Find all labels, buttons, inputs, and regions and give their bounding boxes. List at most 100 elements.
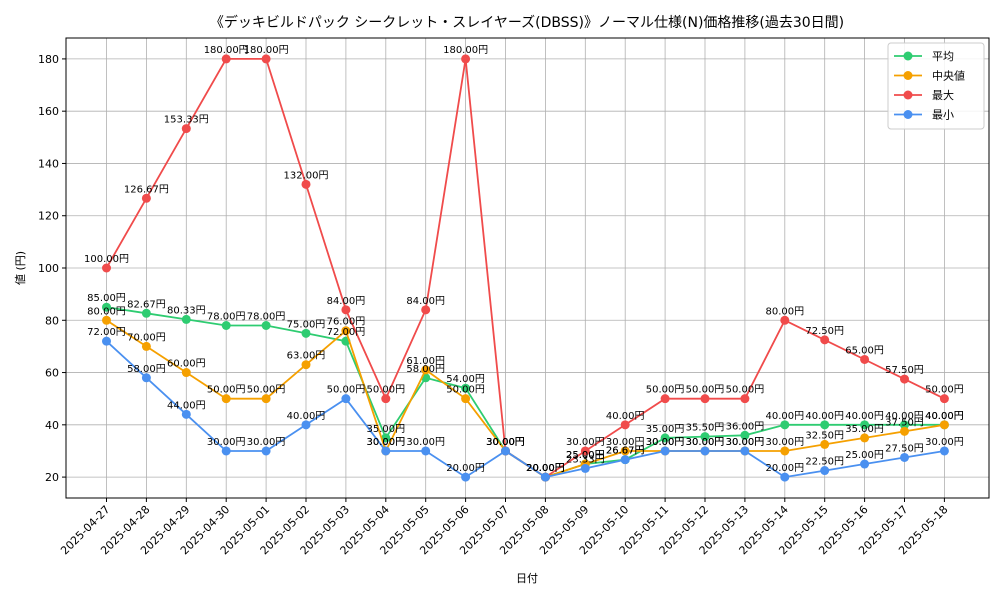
series-line [106, 319, 945, 479]
data-label: 20.00円 [526, 463, 565, 474]
data-label: 44.00円 [167, 400, 206, 411]
data-point [740, 430, 750, 440]
y-tick-label: 20 [45, 471, 59, 484]
data-label: 57.50円 [885, 365, 924, 376]
data-point [301, 179, 311, 189]
data-point [900, 374, 909, 384]
data-point [421, 305, 431, 315]
data-point [780, 315, 790, 325]
legend-item: 最大 [894, 88, 954, 102]
data-label: 50.00円 [686, 385, 725, 396]
legend-label: 最大 [932, 88, 954, 102]
data-label: 40.00円 [925, 411, 964, 422]
legend-swatch-marker [903, 71, 913, 80]
y-tick-label: 160 [38, 105, 59, 118]
y-tick-label: 180 [38, 53, 59, 66]
data-label: 40.00円 [925, 411, 964, 422]
data-label: 100.00円 [84, 254, 129, 265]
data-label: 126.67円 [124, 184, 169, 195]
data-point [620, 455, 630, 465]
data-point [620, 420, 630, 430]
data-point [221, 54, 231, 64]
data-label: 35.50円 [686, 423, 725, 434]
data-point [740, 394, 750, 404]
data-label: 37.50円 [885, 417, 924, 428]
legend-item: 中央値 [894, 70, 965, 83]
data-label: 50.00円 [207, 385, 246, 396]
data-label: 26.67円 [606, 446, 645, 457]
data-point [141, 341, 151, 351]
data-point [660, 433, 670, 443]
data-label: 30.00円 [925, 437, 964, 448]
data-point [700, 394, 710, 404]
data-point [102, 336, 111, 346]
data-point [381, 446, 391, 456]
data-label: 25.00円 [566, 450, 605, 461]
data-label: 82.67円 [127, 299, 166, 310]
data-point [860, 354, 870, 364]
data-point [540, 472, 550, 482]
legend-swatch-marker [903, 110, 913, 119]
data-point [102, 315, 111, 325]
data-label: 20.00円 [526, 463, 565, 474]
series-line [105, 340, 945, 479]
data-label: 80.00円 [765, 306, 804, 317]
data-point [181, 314, 191, 324]
data-label: 84.00円 [327, 296, 366, 307]
data-point [580, 446, 590, 456]
data-label: 80.00円 [87, 306, 126, 317]
data-point [341, 394, 351, 404]
data-label: 26.67円 [606, 446, 645, 457]
data-point [421, 446, 431, 456]
data-point [261, 446, 271, 456]
data-label: 58.00円 [127, 364, 166, 375]
legend-box [887, 42, 985, 130]
data-label: 85.00円 [87, 293, 126, 304]
data-point [261, 321, 271, 330]
data-label: 61.00円 [406, 356, 445, 367]
data-label: 40.00円 [805, 411, 844, 422]
data-point [939, 446, 949, 456]
data-point [221, 446, 231, 456]
data-point [461, 383, 471, 393]
data-point [740, 446, 750, 456]
data-point [580, 463, 590, 473]
data-label: 50.00円 [726, 385, 765, 396]
data-label: 30.00円 [726, 437, 765, 448]
data-label: 30.00円 [406, 437, 445, 448]
legend-item: 最小 [894, 109, 954, 122]
legend-swatch-marker [903, 51, 913, 61]
data-label: 30.00円 [686, 437, 725, 448]
x-axis-label: 日付 [516, 572, 538, 585]
legend-label: 中央値 [932, 70, 965, 83]
data-label: 40.00円 [606, 411, 645, 422]
data-label: 72.50円 [805, 326, 844, 337]
data-label: 72.00円 [87, 327, 126, 338]
data-label: 78.00円 [247, 312, 286, 323]
data-point [261, 54, 271, 64]
data-label: 132.00円 [284, 170, 329, 181]
y-tick-label: 60 [45, 367, 59, 380]
data-point [501, 446, 510, 456]
data-point [341, 305, 351, 315]
data-label: 78.00円 [207, 312, 246, 323]
data-label: 153.33円 [164, 115, 209, 126]
data-point [341, 326, 351, 336]
data-point [860, 420, 870, 430]
data-label: 35.00円 [366, 424, 405, 435]
data-point [301, 420, 311, 430]
legend-swatch-marker [903, 90, 913, 100]
data-point [102, 302, 111, 312]
y-tick-label: 140 [38, 157, 59, 170]
data-point [421, 365, 431, 375]
x-axis: 2025-04-272025-04-282025-04-292025-04-30… [58, 498, 951, 557]
data-label: 30.00円 [486, 437, 525, 448]
data-point [820, 439, 830, 449]
data-label: 180.00円 [244, 45, 289, 56]
data-point [181, 368, 191, 378]
data-label: 40.00円 [287, 411, 326, 422]
y-tick-label: 120 [38, 210, 59, 223]
data-label: 22.50円 [805, 457, 844, 468]
